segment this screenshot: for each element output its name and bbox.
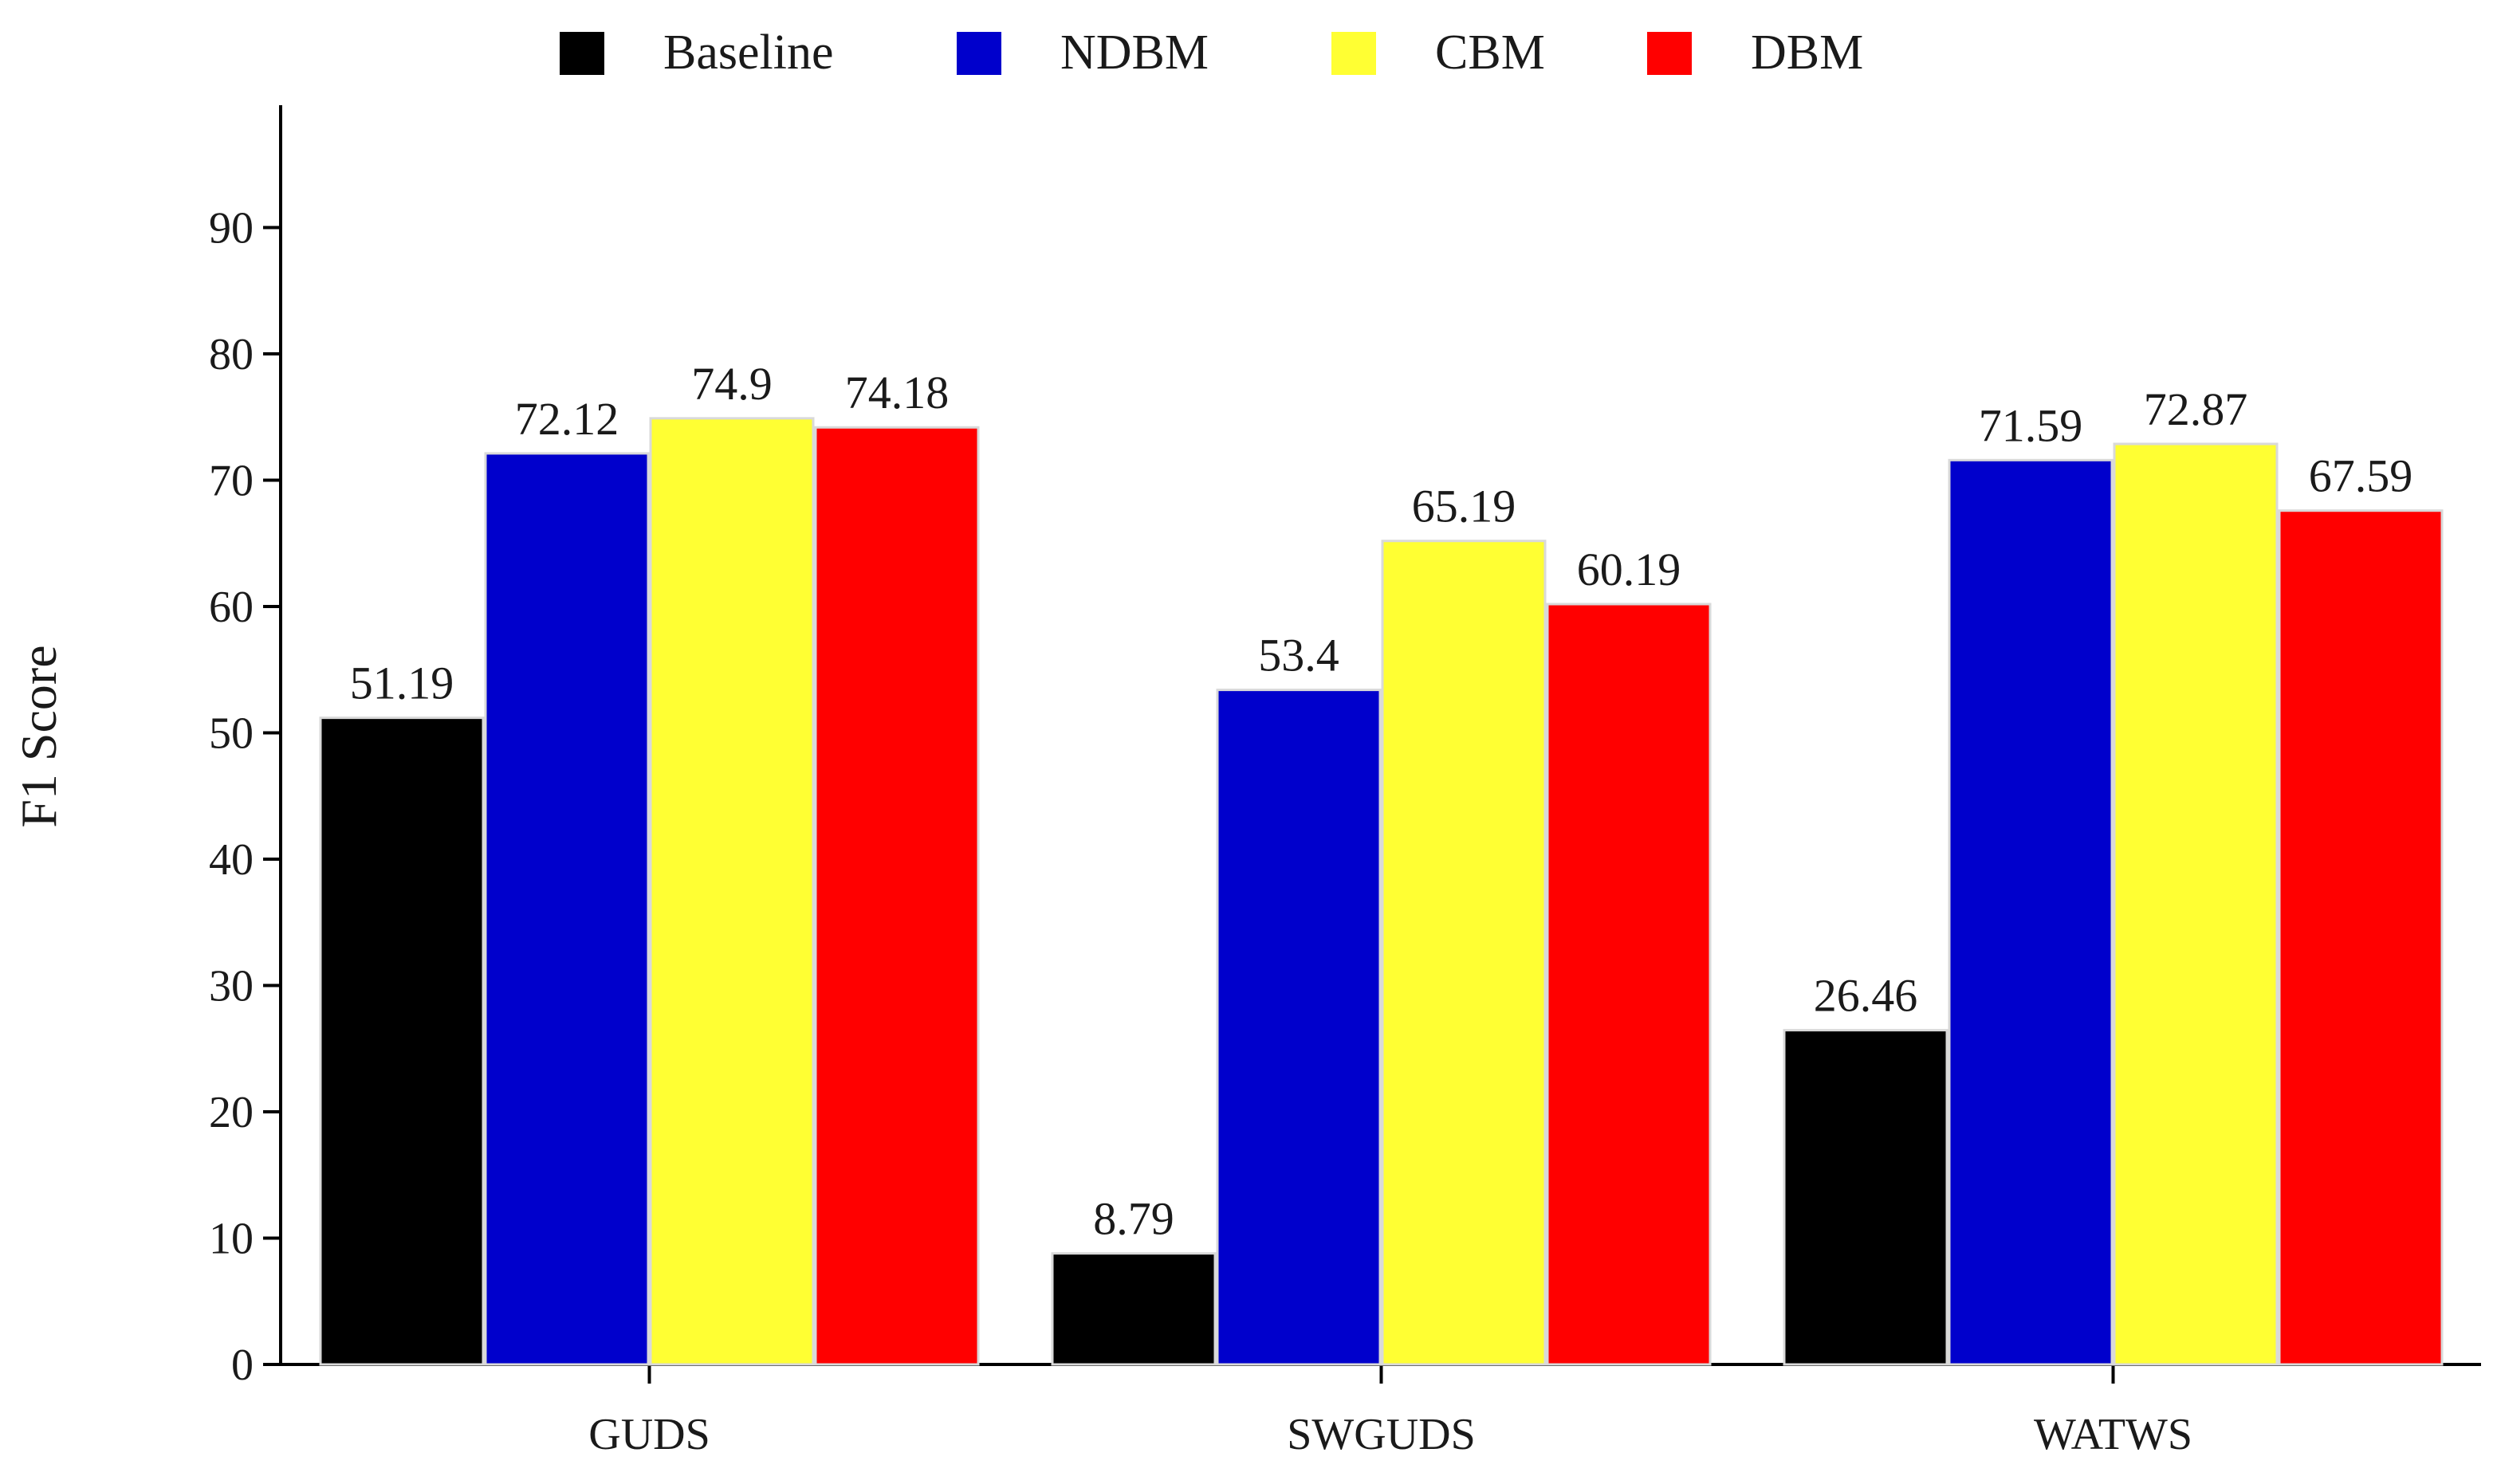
y-tick-label: 60: [209, 583, 254, 632]
data-label-baseline-guds: 51.19: [350, 658, 454, 709]
y-tick-label: 20: [209, 1088, 254, 1137]
data-label-ndbm-guds: 72.12: [515, 393, 619, 445]
y-tick-label: 80: [209, 330, 254, 379]
legend-swatch-cbm: [1331, 32, 1376, 75]
legend-label-ndbm: NDBM: [1060, 26, 1209, 80]
bar-baseline-watws: [1783, 1029, 1948, 1366]
legend-label-cbm: CBM: [1435, 26, 1545, 80]
bar-dbm-swguds: [1546, 603, 1712, 1366]
y-tick-label: 0: [231, 1341, 254, 1390]
bar-ndbm-swguds: [1216, 689, 1382, 1366]
data-label-cbm-swguds: 65.19: [1412, 481, 1516, 532]
y-axis-title: F1 Score: [10, 645, 67, 827]
data-label-baseline-watws: 26.46: [1814, 970, 1918, 1022]
data-label-ndbm-watws: 71.59: [1979, 399, 2083, 451]
y-tick-label: 70: [209, 457, 254, 506]
y-tick-label: 10: [209, 1215, 254, 1264]
bar-cbm-swguds: [1381, 540, 1547, 1366]
legend-swatch-baseline: [560, 32, 604, 75]
bars: [319, 417, 2444, 1366]
bar-baseline-guds: [319, 716, 485, 1366]
legend-swatch-ndbm: [957, 32, 1001, 75]
x-tick-label: SWGUDS: [1287, 1410, 1475, 1459]
bar-dbm-watws: [2278, 509, 2444, 1366]
bar-cbm-guds: [649, 417, 815, 1366]
legend-label-dbm: DBM: [1751, 26, 1863, 80]
bar-ndbm-guds: [484, 452, 650, 1366]
x-tick-label: WATWS: [2034, 1410, 2192, 1459]
y-tick-label: 90: [209, 204, 254, 253]
legend: Baseline NDBM CBM DBM: [560, 26, 1863, 80]
data-label-cbm-guds: 74.9: [691, 358, 773, 410]
data-label-ndbm-swguds: 53.4: [1258, 630, 1339, 681]
y-tick-label: 30: [209, 962, 254, 1011]
y-tick-label: 50: [209, 709, 254, 759]
bar-baseline-swguds: [1051, 1252, 1217, 1366]
bar-ndbm-watws: [1948, 458, 2114, 1366]
y-tick-label: 40: [209, 835, 254, 885]
data-label-baseline-swguds: 8.79: [1093, 1193, 1174, 1245]
legend-label-baseline: Baseline: [663, 26, 834, 80]
data-labels: 51.19 72.12 74.9 74.18 8.79 53.4 65.19 60.19 26.…: [350, 358, 2413, 1245]
data-label-dbm-swguds: 60.19: [1577, 544, 1681, 595]
bar-cbm-watws: [2113, 442, 2279, 1366]
bar-dbm-guds: [814, 426, 980, 1366]
data-label-cbm-watws: 72.87: [2144, 383, 2248, 435]
data-label-dbm-guds: 74.18: [845, 367, 950, 418]
data-label-dbm-watws: 67.59: [2309, 450, 2413, 502]
legend-swatch-dbm: [1647, 32, 1692, 75]
x-tick-label: GUDS: [588, 1410, 710, 1459]
y-axis: 0 10 20 30 40 50 60 70 80 90: [209, 105, 282, 1390]
x-axis: GUDS SWGUDS WATWS: [281, 1363, 2481, 1459]
